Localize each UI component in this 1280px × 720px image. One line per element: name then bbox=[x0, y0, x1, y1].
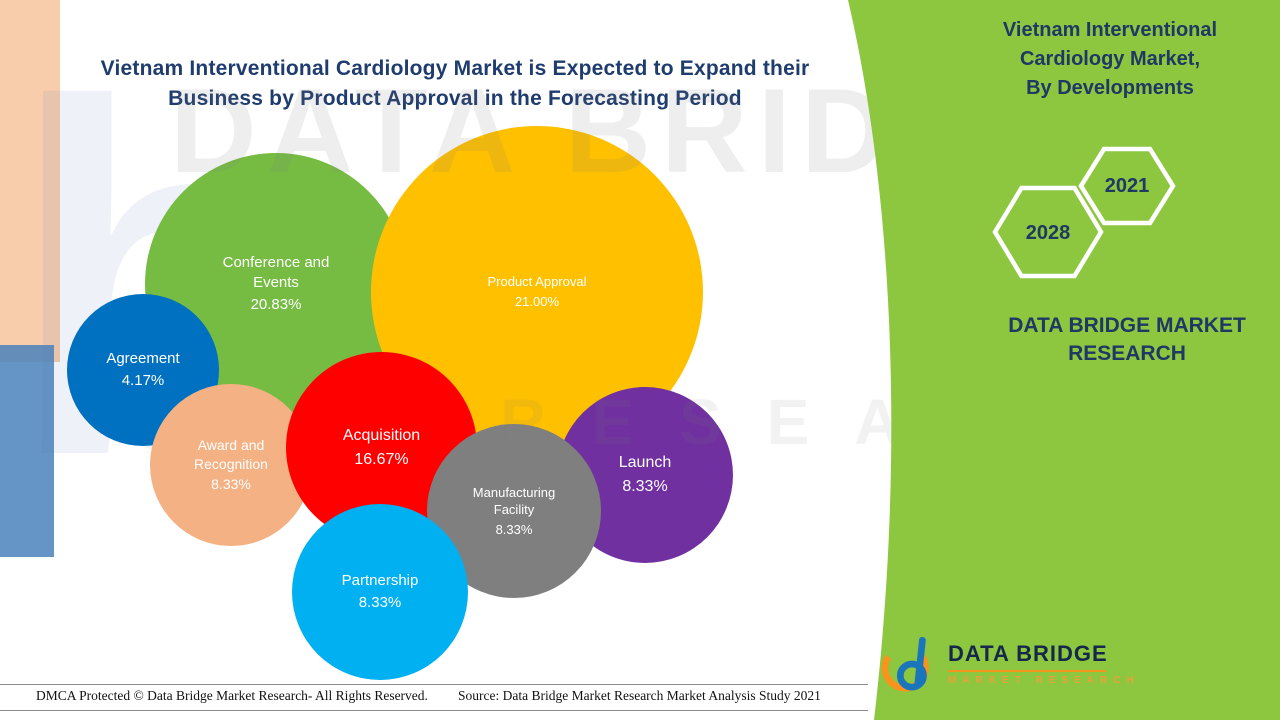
bubble-label: Conference and Events bbox=[222, 253, 330, 291]
databridge-b-icon bbox=[881, 637, 929, 692]
bubble-label: Launch bbox=[618, 454, 672, 472]
year-hexagons bbox=[992, 146, 1176, 279]
bubble-award-and-recognition: Award and Recognition 8.33% bbox=[150, 384, 312, 546]
bubble-label: Agreement bbox=[106, 349, 180, 367]
bubble-value: 8.33% bbox=[211, 476, 251, 493]
bubble-partnership: Partnership 8.33% bbox=[292, 504, 468, 680]
bubble-value: 8.33% bbox=[495, 521, 533, 537]
bubble-label: Product Approval bbox=[487, 274, 587, 290]
bubble-value: 21.00% bbox=[514, 294, 560, 309]
logo-tagline: MARKET RESEARCH bbox=[948, 674, 1140, 686]
footer-dmca-text: DMCA Protected © Data Bridge Market Rese… bbox=[36, 688, 428, 703]
footer-divider-bottom bbox=[0, 710, 868, 711]
bubble-label: Acquisition bbox=[342, 426, 421, 444]
bubble-value: 20.83% bbox=[250, 296, 302, 314]
side-panel-title: Vietnam Interventional Cardiology Market… bbox=[1002, 19, 1218, 99]
year-2021-label: 2021 bbox=[1104, 175, 1150, 197]
bubble-value: 16.67% bbox=[354, 450, 409, 468]
logo-name: DATA BRIDGE bbox=[948, 640, 1108, 666]
bubble-value: 8.33% bbox=[622, 478, 668, 495]
bubble-label: Partnership bbox=[341, 571, 419, 589]
footer-divider-top bbox=[0, 684, 868, 685]
bubble-label: Manufacturing Facility bbox=[472, 484, 556, 518]
bubble-value: 8.33% bbox=[358, 594, 402, 611]
chart-title: Vietnam Interventional Cardiology Market… bbox=[100, 57, 810, 111]
background-peach-strip bbox=[0, 0, 60, 362]
bubble-value: 4.17% bbox=[121, 372, 165, 389]
watermark-research-text: RESEARCH bbox=[500, 386, 1220, 458]
bubble-label: Award and Recognition bbox=[194, 436, 268, 472]
footer-source-text: Source: Data Bridge Market Research Mark… bbox=[458, 688, 821, 703]
background-blue-strip bbox=[0, 345, 54, 557]
year-2028-label: 2028 bbox=[1025, 222, 1071, 244]
logo-text-block: DATA BRIDGE MARKET RESEARCH bbox=[948, 641, 1140, 686]
logo-underline bbox=[948, 669, 1106, 672]
side-panel-brand-text: DATA BRIDGE MARKET RESEARCH bbox=[1008, 314, 1246, 366]
databridge-logo: DATA BRIDGE MARKET RESEARCH bbox=[880, 632, 1140, 694]
